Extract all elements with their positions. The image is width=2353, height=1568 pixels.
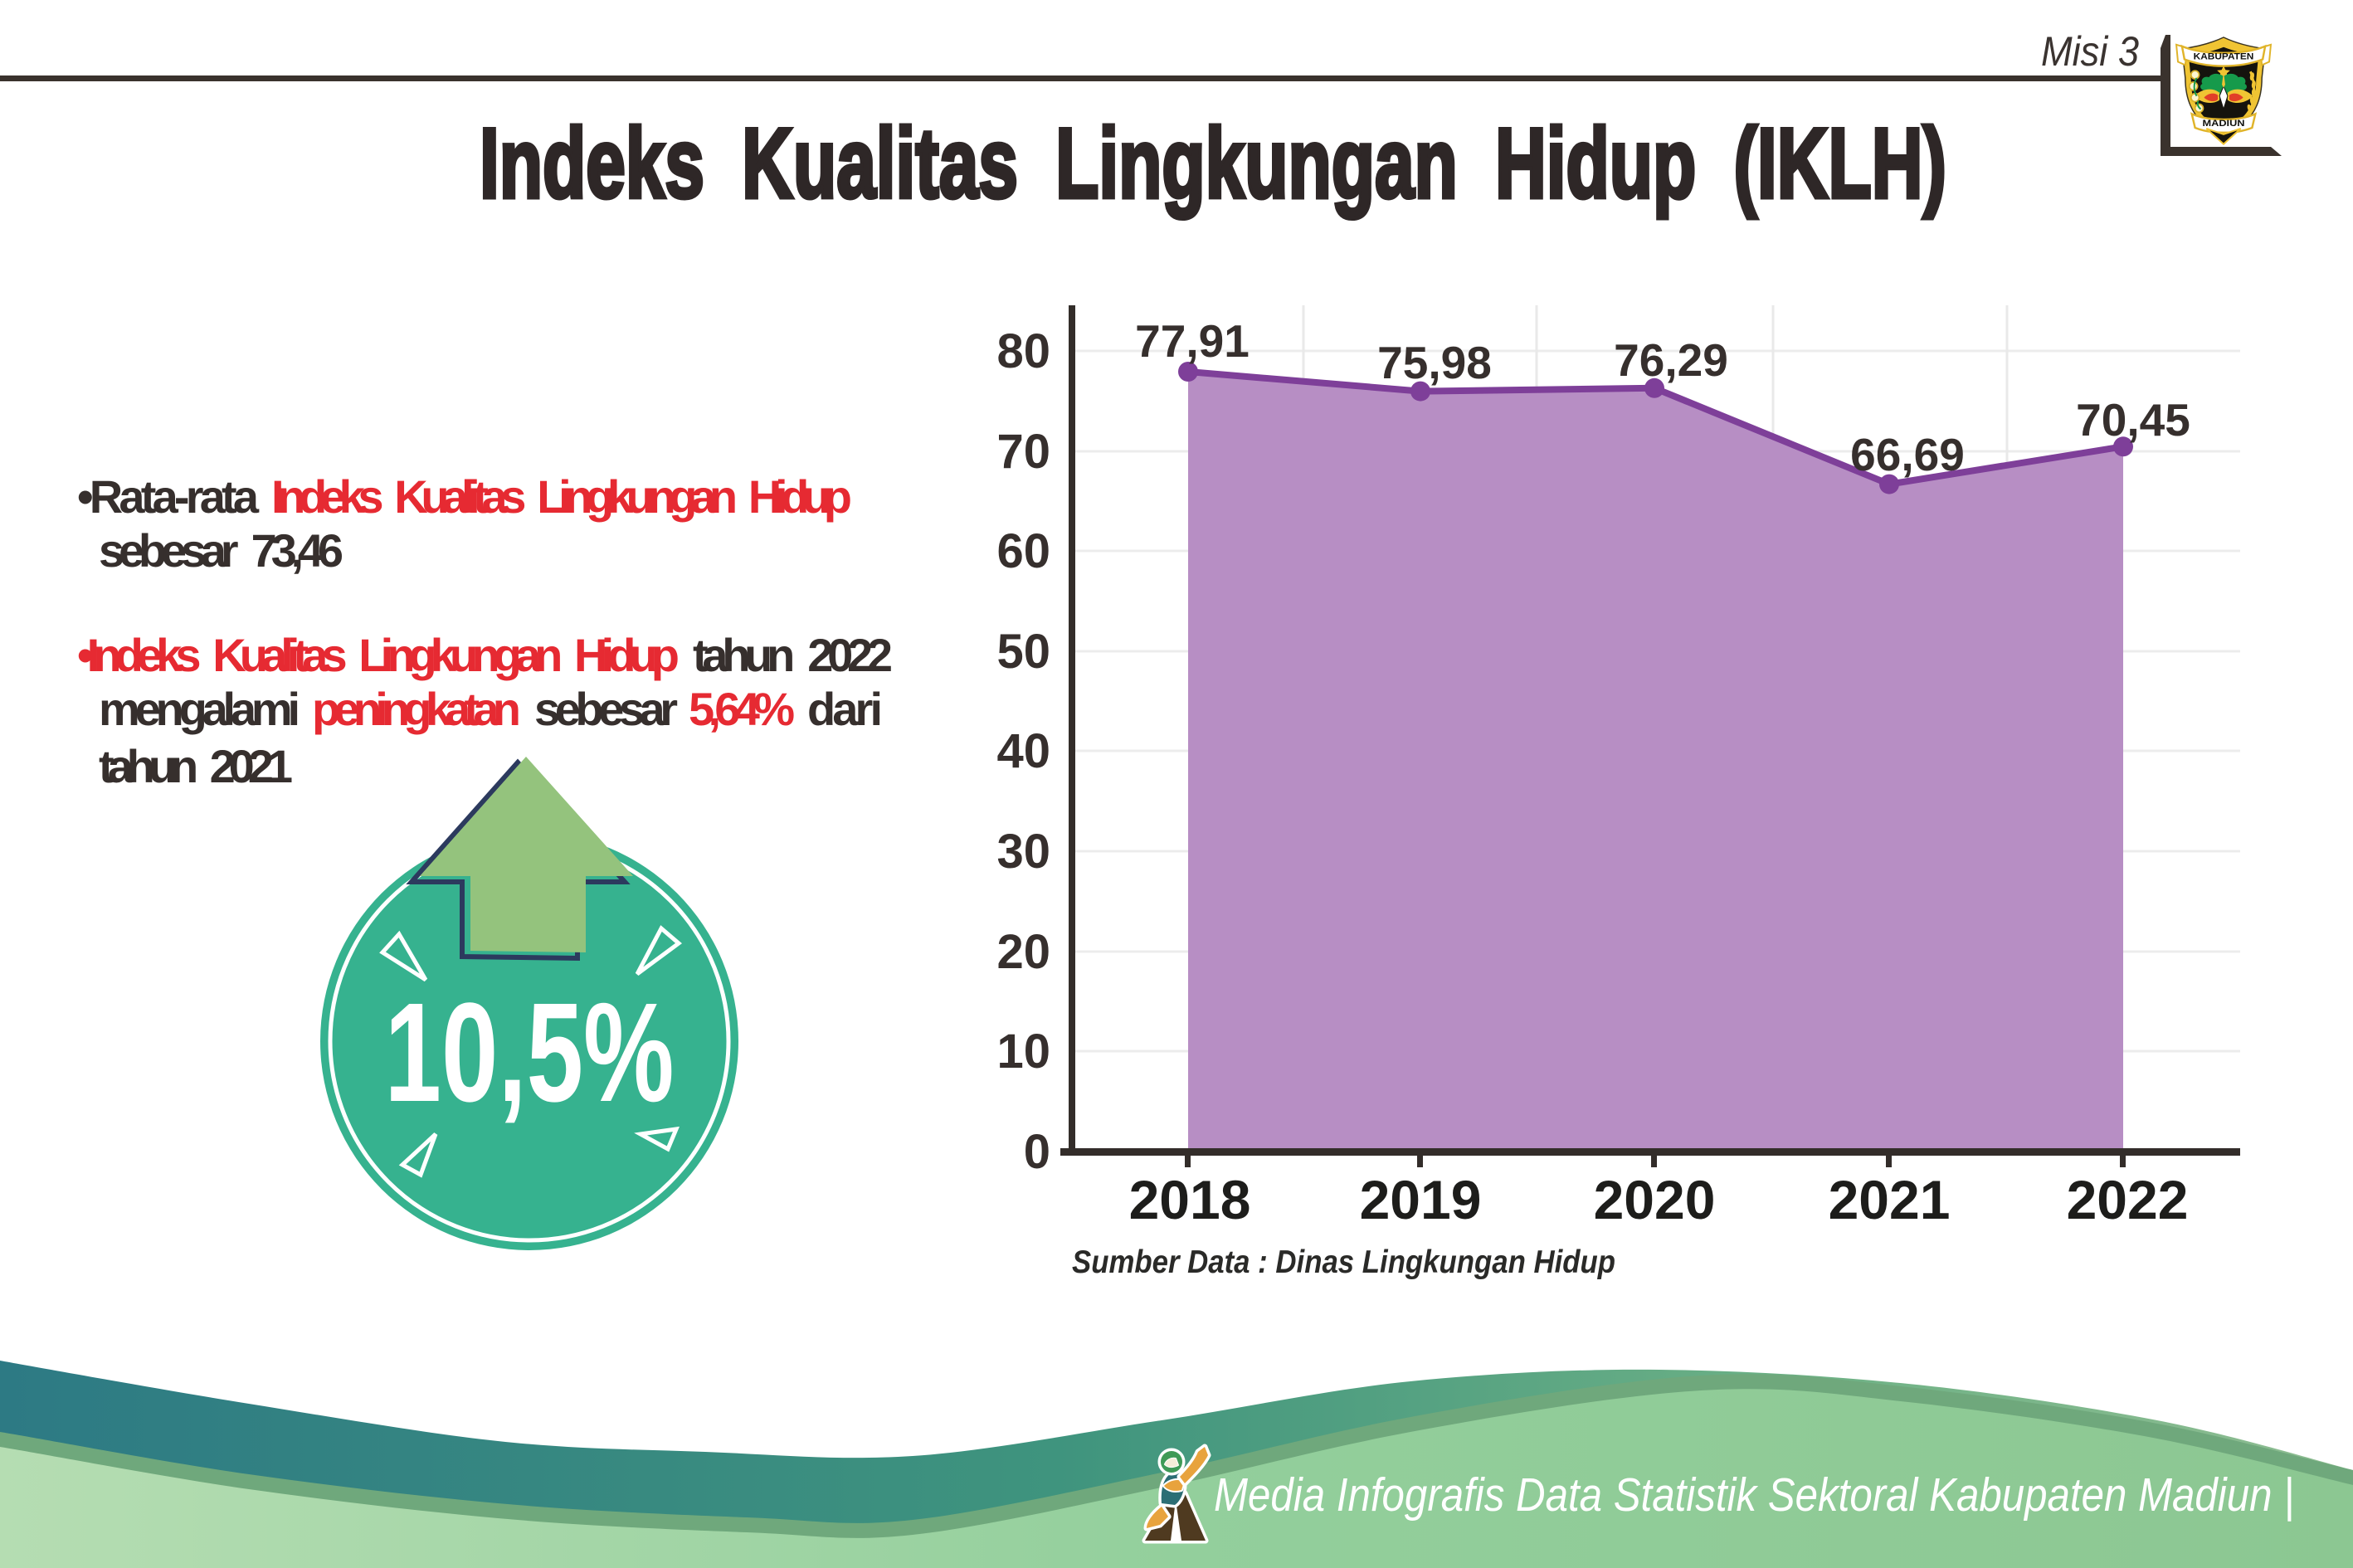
svg-text:10,5%: 10,5%	[385, 974, 675, 1132]
svg-text:60: 60	[996, 524, 1050, 578]
svg-text:peningkatan: peningkatan	[312, 683, 521, 735]
svg-text:sebesar 73,46: sebesar 73,46	[99, 524, 343, 577]
svg-text:5,64%: 5,64%	[689, 683, 795, 735]
svg-text:tahun 2021: tahun 2021	[99, 740, 293, 792]
svg-text:80: 80	[996, 324, 1050, 378]
svg-text:•Rata-rata: •Rata-rata	[77, 470, 260, 523]
svg-text:Media Infografis Data Statisti: Media Infografis Data Statistik Sektoral…	[1214, 1468, 2294, 1522]
svg-text:66,69: 66,69	[1850, 429, 1965, 480]
svg-text:Misi 3: Misi 3	[2041, 28, 2139, 75]
svg-text:KABUPATEN: KABUPATEN	[2194, 52, 2254, 62]
svg-text:70: 70	[996, 425, 1050, 479]
svg-text:77,91: 77,91	[1135, 315, 1250, 367]
svg-text:76,29: 76,29	[1614, 334, 1728, 386]
svg-text:0: 0	[1024, 1125, 1050, 1179]
svg-text:75,98: 75,98	[1377, 337, 1492, 388]
svg-text:70,45: 70,45	[2076, 394, 2190, 446]
svg-text:mengalami: mengalami	[99, 683, 300, 735]
svg-text:20: 20	[996, 925, 1050, 979]
svg-text:50: 50	[996, 625, 1050, 679]
svg-text:MADIUN: MADIUN	[2202, 119, 2244, 129]
svg-text:•Indeks Kualitas Lingkungan Hi: •Indeks Kualitas Lingkungan Hidup	[77, 629, 680, 681]
svg-text:tahun 2022: tahun 2022	[693, 629, 893, 681]
svg-text:30: 30	[996, 825, 1050, 879]
svg-text:2021: 2021	[1829, 1169, 1951, 1230]
svg-text:Sumber Data : Dinas Lingkungan: Sumber Data : Dinas Lingkungan Hidup	[1072, 1244, 1615, 1280]
svg-text:2019: 2019	[1360, 1169, 1482, 1230]
svg-text:Indeks Kualitas Lingkungan Hid: Indeks Kualitas Lingkungan Hidup	[271, 470, 852, 523]
svg-text:10: 10	[996, 1025, 1050, 1079]
svg-text:sebesar: sebesar	[534, 683, 678, 735]
svg-text:2022: 2022	[2067, 1169, 2189, 1230]
svg-text:Indeks Kualitas Lingkungan Hid: Indeks Kualitas Lingkungan Hidup (IKLH)	[480, 108, 1946, 219]
svg-text:dari: dari	[807, 683, 883, 735]
svg-text:2018: 2018	[1129, 1169, 1251, 1230]
svg-text:2020: 2020	[1594, 1169, 1716, 1230]
svg-text:40: 40	[996, 724, 1050, 778]
